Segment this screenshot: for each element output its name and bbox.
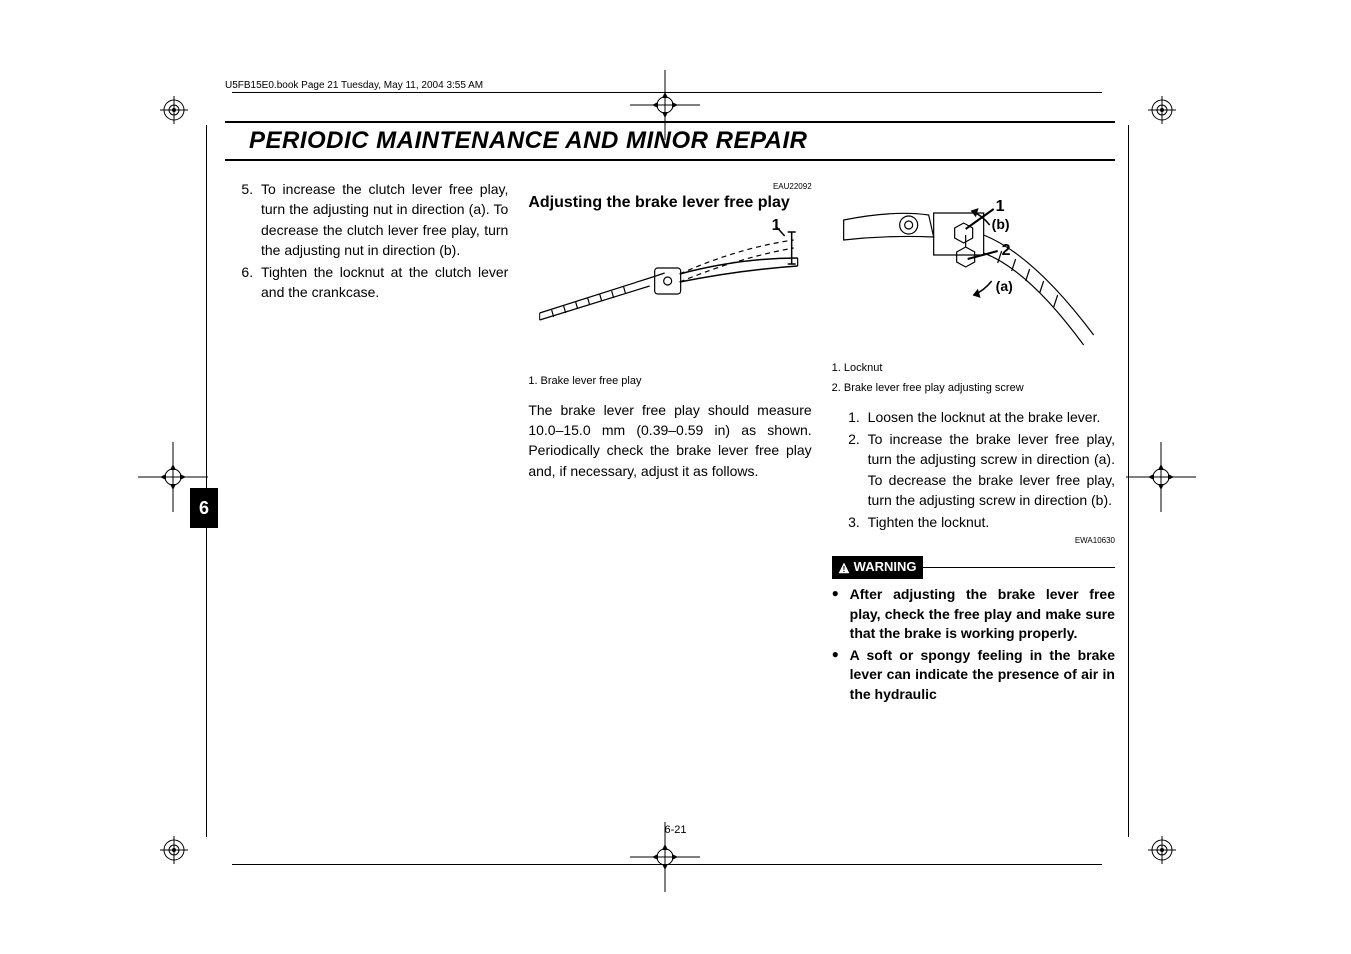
callout-label: 1 bbox=[772, 218, 781, 234]
warning-label: ! WARNING bbox=[832, 556, 923, 579]
page-content: U5FB15E0.book Page 21 Tuesday, May 11, 2… bbox=[225, 80, 1115, 880]
callout-label: (a) bbox=[995, 278, 1012, 294]
ref-code: EAU22092 bbox=[528, 181, 811, 193]
registration-cross-icon bbox=[138, 442, 208, 512]
column-right: 1 2 (b) (a) 1. Locknut 2. Brake lever fr… bbox=[832, 179, 1115, 707]
callout-label: 2 bbox=[1001, 242, 1010, 259]
col3-item: To increase the brake lever free play, t… bbox=[864, 429, 1115, 510]
warning-list: After adjusting the brake lever free pla… bbox=[832, 585, 1115, 705]
content-columns: To increase the clutch lever free play, … bbox=[225, 179, 1115, 707]
callout-label: (b) bbox=[991, 216, 1009, 232]
figure-caption: 1. Brake lever free play bbox=[528, 374, 811, 390]
ref-code: EWA10630 bbox=[832, 535, 1115, 547]
registration-cross-icon bbox=[1126, 442, 1196, 512]
body-paragraph: The brake lever free play should measure… bbox=[528, 400, 811, 481]
registration-cross-icon bbox=[630, 822, 700, 892]
callout-label: 1 bbox=[995, 198, 1004, 215]
registration-mark-icon bbox=[1148, 836, 1176, 864]
warning-icon: ! bbox=[838, 562, 850, 574]
warning-heading: ! WARNING bbox=[832, 556, 1115, 579]
col1-item: To increase the clutch lever free play, … bbox=[257, 179, 508, 260]
warning-item: After adjusting the brake lever free pla… bbox=[832, 585, 1115, 644]
warning-rule bbox=[923, 567, 1115, 568]
registration-cross-icon bbox=[630, 70, 700, 140]
subheading: Adjusting the brake lever free play bbox=[528, 193, 811, 212]
warning-label-text: WARNING bbox=[854, 558, 917, 577]
col1-list: To increase the clutch lever free play, … bbox=[225, 179, 508, 303]
warning-item: A soft or spongy feeling in the brake le… bbox=[832, 646, 1115, 705]
column-middle: EAU22092 Adjusting the brake lever free … bbox=[528, 179, 811, 707]
col1-item: Tighten the locknut at the clutch lever … bbox=[257, 262, 508, 303]
col3-item: Loosen the locknut at the brake lever. bbox=[864, 407, 1115, 427]
col3-list: Loosen the locknut at the brake lever. T… bbox=[832, 407, 1115, 533]
registration-mark-icon bbox=[160, 96, 188, 124]
registration-mark-icon bbox=[1148, 96, 1176, 124]
col3-item: Tighten the locknut. bbox=[864, 512, 1115, 532]
svg-text:!: ! bbox=[842, 565, 845, 574]
registration-mark-icon bbox=[160, 836, 188, 864]
column-left: To increase the clutch lever free play, … bbox=[225, 179, 508, 707]
figure-locknut-adjuster: 1 2 (b) (a) bbox=[832, 185, 1115, 355]
figure-caption: 2. Brake lever free play adjusting screw bbox=[832, 381, 1115, 397]
figure-caption: 1. Locknut bbox=[832, 361, 1115, 377]
figure-brake-lever-freeplay: 1 bbox=[528, 218, 811, 368]
